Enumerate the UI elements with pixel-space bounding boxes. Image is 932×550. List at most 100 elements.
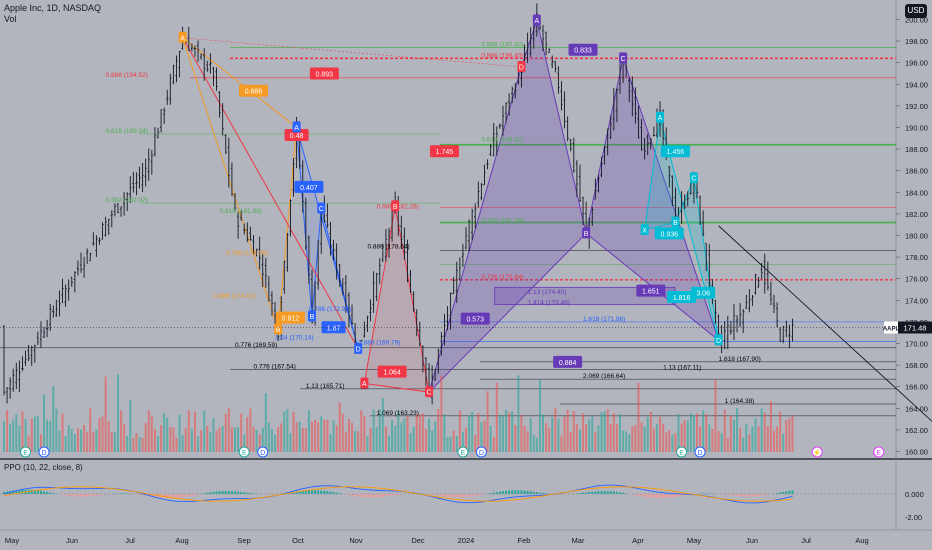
volume-bar xyxy=(123,423,126,452)
ppo-hist xyxy=(446,494,449,497)
time-tick-label: Jun xyxy=(66,536,78,545)
volume-bar xyxy=(320,416,323,452)
ppo-hist xyxy=(311,490,313,494)
volume-bar xyxy=(83,425,86,452)
volume-bar xyxy=(270,428,273,452)
volume-bar xyxy=(9,423,12,452)
volume-bar xyxy=(332,420,335,452)
ppo-hist xyxy=(249,493,252,494)
volume-bar xyxy=(471,411,474,452)
ppo-hist xyxy=(434,494,437,496)
ppo-hist xyxy=(384,494,387,497)
volume-bar xyxy=(230,427,233,452)
ratio-label: 0.407 xyxy=(300,185,318,192)
volume-bar xyxy=(246,416,249,452)
ppo-hist xyxy=(732,494,735,496)
volume-bar xyxy=(295,422,298,452)
ppo-hist xyxy=(643,494,646,497)
ppo-hist xyxy=(763,494,766,496)
volume-bar xyxy=(782,433,785,452)
currency-button[interactable]: USD xyxy=(905,4,927,18)
volume-label[interactable]: Vol xyxy=(4,14,17,24)
ppo-hist xyxy=(95,494,98,496)
level-label: 1.13 (174.40) xyxy=(528,289,567,296)
volume-bar xyxy=(729,415,732,452)
volume-bar xyxy=(720,433,723,452)
volume-bar xyxy=(30,418,33,452)
ppo-hist xyxy=(203,493,206,494)
pattern-point-label: A xyxy=(535,18,540,25)
volume-bar xyxy=(689,413,692,452)
pattern-point xyxy=(178,31,187,43)
volume-bar xyxy=(474,435,477,452)
symbol-tag xyxy=(884,321,898,334)
ratio-box xyxy=(460,312,490,325)
ratio-label: 0.833 xyxy=(574,48,592,55)
volume-bar xyxy=(406,416,409,452)
last-price-tag xyxy=(898,321,932,334)
ppo-hist xyxy=(538,492,541,494)
level-label: 0.886 (196.40) xyxy=(481,52,523,59)
ppo-hist xyxy=(683,494,686,496)
ppo-hist xyxy=(652,494,655,498)
volume-bar xyxy=(36,415,39,452)
volume-bar xyxy=(366,436,369,452)
volume-bar xyxy=(64,436,67,452)
volume-bar xyxy=(255,429,258,452)
pattern-point xyxy=(517,60,526,72)
ppo-hist xyxy=(742,494,745,497)
event-marker-label: E xyxy=(242,450,247,457)
volume-bar xyxy=(776,426,779,452)
volume-bar xyxy=(184,428,187,452)
symbol-title[interactable]: Apple Inc, 1D, NASDAQ xyxy=(4,3,102,13)
level-label: 0.618 (188.52) xyxy=(481,137,523,144)
level-label: 1 (164.38) xyxy=(725,398,755,405)
ppo-hist xyxy=(338,493,341,494)
volume-bar xyxy=(418,414,421,452)
volume-bar xyxy=(227,408,230,452)
volume-bar xyxy=(163,412,166,452)
event-marker-label: D xyxy=(260,450,265,457)
volume-bar xyxy=(763,412,766,452)
volume-bar xyxy=(187,409,190,452)
price-tick-label: 184.00 xyxy=(905,188,928,197)
ppo-hist xyxy=(15,490,18,494)
ratio-box xyxy=(654,227,684,240)
ppo-hist xyxy=(175,494,178,498)
ratio-box xyxy=(309,67,339,80)
volume-bar xyxy=(98,418,101,452)
volume-bar xyxy=(600,412,603,452)
pattern-point xyxy=(714,334,723,346)
volume-bar xyxy=(625,431,628,452)
volume-bar xyxy=(388,435,390,452)
volume-bar xyxy=(190,428,193,452)
ppo-hist xyxy=(240,491,243,494)
volume-bar xyxy=(455,435,458,452)
time-tick-label: Jul xyxy=(801,536,811,545)
volume-bar xyxy=(677,413,680,452)
volume-bar xyxy=(33,416,36,452)
volume-bar xyxy=(135,432,138,452)
volume-bar xyxy=(110,431,113,452)
volume-bar xyxy=(224,413,227,452)
volume-bar xyxy=(646,417,649,452)
volume-bar xyxy=(717,430,720,452)
volume-bar xyxy=(662,423,665,452)
ppo-hist xyxy=(578,493,581,494)
ppo-hist xyxy=(542,493,544,494)
volume-bar xyxy=(363,416,366,452)
ppo-hist xyxy=(326,491,329,494)
volume-bar xyxy=(347,418,350,452)
ppo-hist xyxy=(332,492,335,494)
ppo-hist xyxy=(150,494,153,497)
volume-bar xyxy=(421,413,424,452)
ppo-hist xyxy=(505,490,508,494)
volume-bar xyxy=(286,409,289,452)
volume-bar xyxy=(785,419,788,452)
ppo-hist xyxy=(243,492,246,494)
volume-bar xyxy=(169,426,172,452)
volume-bar xyxy=(652,428,655,452)
volume-bar xyxy=(335,425,338,452)
ppo-label: PPO (10, 22, close, 8) xyxy=(4,463,83,472)
ppo-signal xyxy=(3,486,793,502)
